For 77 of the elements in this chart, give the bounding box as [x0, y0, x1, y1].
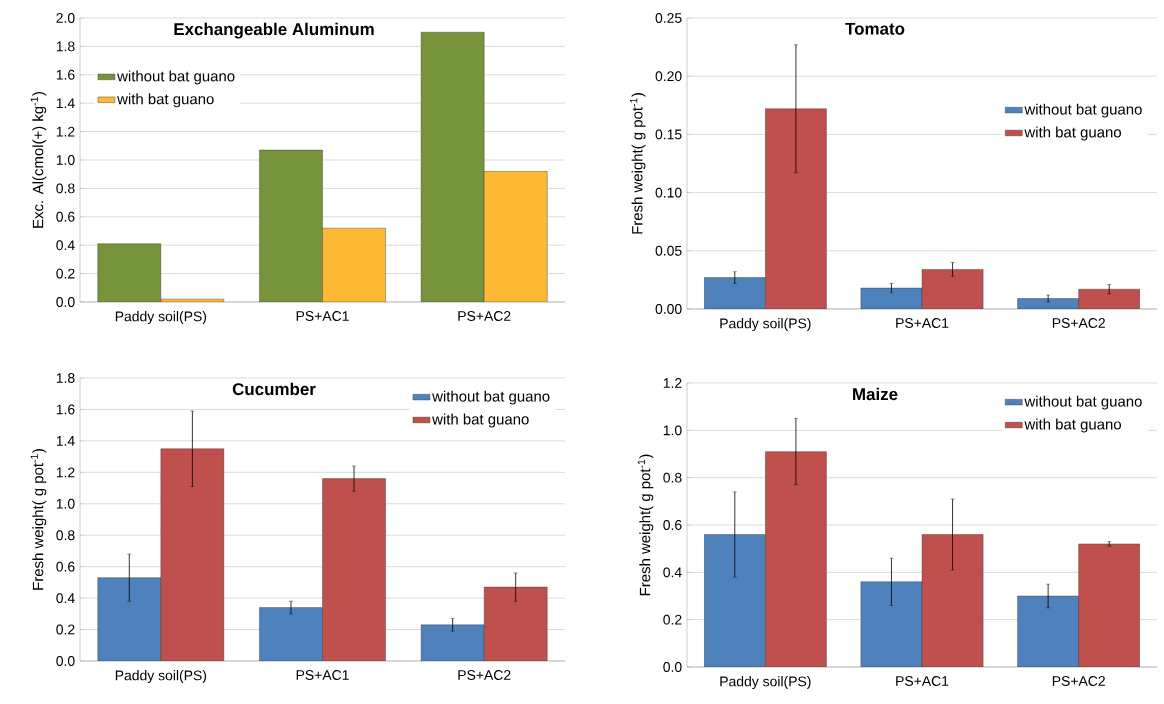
- x-tick-label: PS+AC1: [296, 311, 349, 321]
- y-axis-title: Exc. Al(cmol(+) kg$^{-1}$): [30, 92, 47, 228]
- x-tick-label: Paddy soil(PS): [720, 676, 811, 690]
- bar: [860, 581, 923, 667]
- y-tick-label: 0.8: [663, 472, 682, 483]
- x-tick-label: Paddy soil(PS): [115, 670, 207, 684]
- bar: [97, 577, 162, 661]
- y-tick-label: 0.20: [655, 71, 682, 82]
- x-tick-label: Paddy soil(PS): [720, 318, 811, 332]
- y-tick-label: 1.8: [56, 373, 75, 383]
- y-tick-label: 0.15: [655, 129, 682, 140]
- y-tick-label: 0.05: [655, 245, 682, 256]
- chart-title: Exchangeable Aluminum: [174, 22, 374, 39]
- y-tick-label: 0.0: [56, 297, 75, 307]
- y-tick-label: 0.8: [56, 183, 75, 194]
- y-tick-label: 0.4: [56, 240, 75, 251]
- x-tick-label: PS+AC2: [1052, 318, 1105, 328]
- bar: [420, 624, 485, 661]
- x-tick-label: Paddy soil(PS): [115, 311, 207, 325]
- legend-label: without bat guano: [1024, 103, 1142, 118]
- y-tick-label: 1.0: [663, 425, 682, 436]
- y-tick-label: 0.10: [655, 187, 682, 198]
- x-tick-label: PS+AC1: [896, 318, 949, 328]
- y-tick-label: 1.0: [56, 498, 75, 509]
- y-tick-label: 0.00: [655, 304, 682, 314]
- bar: [420, 31, 485, 302]
- y-tick-label: 2.0: [56, 13, 75, 23]
- legend-label: without bat guano: [432, 390, 550, 405]
- y-axis-title: Fresh weight( g pot$^{-1}$): [30, 449, 47, 590]
- y-tick-label: 1.2: [56, 467, 75, 478]
- bar: [1078, 543, 1140, 667]
- y-tick-label: 0.4: [663, 567, 682, 578]
- legend-label: with bat guano: [117, 93, 214, 108]
- y-axis-title: Fresh weight( g pot$^{-1}$): [630, 93, 646, 234]
- y-tick-label: 0.8: [56, 530, 75, 541]
- bar: [765, 451, 827, 667]
- y-tick-label: 1.2: [663, 378, 682, 388]
- y-tick-label: 0.2: [56, 624, 75, 635]
- legend-label: without bat guano: [1024, 395, 1142, 410]
- x-tick-label: PS+AC2: [458, 670, 511, 680]
- y-tick-label: 1.6: [56, 69, 75, 80]
- y-tick-label: 0.6: [56, 561, 75, 572]
- y-tick-label: 0.2: [56, 268, 75, 279]
- chart-title: Tomato: [845, 22, 905, 35]
- x-tick-label: PS+AC1: [896, 676, 949, 686]
- y-tick-label: 0.25: [655, 13, 682, 23]
- y-axis-title: Fresh weight( g pot$^{-1}$): [637, 454, 654, 596]
- bar: [483, 586, 548, 661]
- y-tick-label: 1.4: [56, 436, 75, 446]
- y-tick-label: 1.8: [56, 41, 75, 52]
- bar: [921, 534, 984, 667]
- bar: [322, 478, 386, 661]
- y-tick-label: 0.6: [663, 520, 682, 530]
- legend-label: without bat guano: [117, 70, 235, 85]
- y-tick-label: 1.0: [56, 155, 75, 165]
- x-tick-label: PS+AC2: [1052, 676, 1105, 686]
- y-tick-label: 0.6: [56, 211, 75, 222]
- legend-label: with bat guano: [1024, 418, 1122, 433]
- chart-title: Cucumber: [232, 382, 316, 396]
- bar: [704, 534, 766, 667]
- y-tick-label: 0.0: [56, 656, 75, 666]
- bar: [259, 149, 323, 302]
- legend-label: with bat guano: [432, 413, 529, 428]
- y-tick-label: 0.2: [663, 614, 682, 625]
- y-tick-label: 0.4: [56, 593, 75, 604]
- y-tick-label: 1.4: [56, 98, 75, 108]
- y-tick-label: 1.6: [56, 404, 75, 415]
- bar: [1017, 595, 1079, 667]
- x-tick-label: PS+AC2: [458, 311, 511, 321]
- chart-title: Maize: [853, 387, 898, 401]
- bar: [160, 448, 225, 661]
- bar: [97, 243, 162, 302]
- legend-label: with bat guano: [1024, 126, 1122, 141]
- y-tick-label: 0.0: [663, 662, 682, 672]
- bar: [259, 607, 323, 661]
- x-tick-label: PS+AC1: [296, 670, 349, 680]
- y-tick-label: 1.2: [56, 126, 75, 137]
